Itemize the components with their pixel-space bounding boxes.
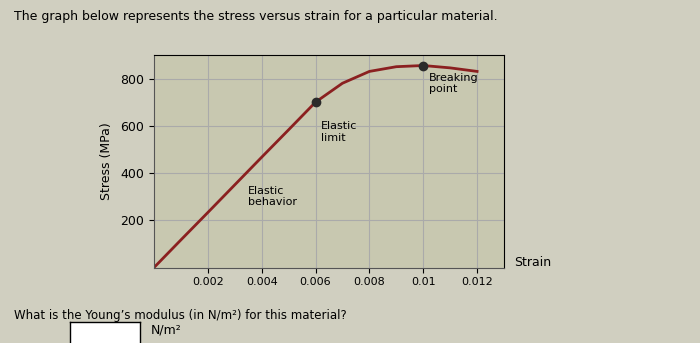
- Text: Strain: Strain: [514, 256, 552, 269]
- Text: Breaking
point: Breaking point: [428, 73, 478, 94]
- Text: What is the Young’s modulus (in N/m²) for this material?: What is the Young’s modulus (in N/m²) fo…: [14, 309, 346, 322]
- Text: Elastic
limit: Elastic limit: [321, 121, 357, 143]
- Text: N/m²: N/m²: [150, 323, 181, 336]
- Text: The graph below represents the stress versus strain for a particular material.: The graph below represents the stress ve…: [14, 10, 498, 23]
- Y-axis label: Stress (MPa): Stress (MPa): [100, 122, 113, 200]
- Text: Elastic
behavior: Elastic behavior: [248, 186, 298, 208]
